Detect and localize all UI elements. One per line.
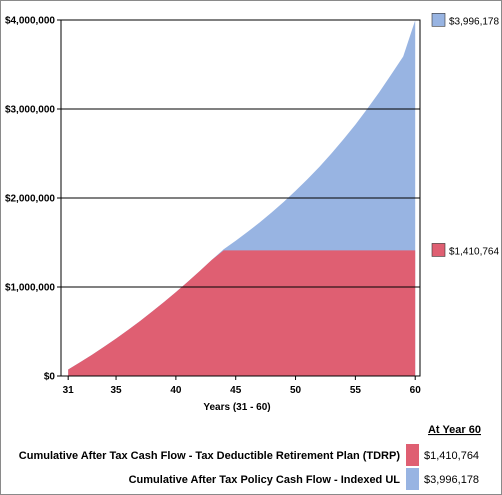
- y-tick-label: $2,000,000: [5, 194, 55, 205]
- legend-header: At Year 60: [428, 424, 481, 436]
- x-tick-label: 60: [410, 385, 422, 396]
- end-marker-swatch: [431, 13, 446, 27]
- end-marker-swatch: [431, 243, 446, 257]
- y-tick-label: $1,000,000: [5, 283, 55, 294]
- x-tick-label: 50: [290, 385, 302, 396]
- y-tick-label: $0: [44, 372, 56, 383]
- x-tick-label: 55: [350, 385, 362, 396]
- x-tick-label: 40: [170, 385, 182, 396]
- legend-value: $1,410,764: [424, 450, 479, 462]
- legend-value: $3,996,178: [424, 474, 479, 486]
- x-axis-title: Years (31 - 60): [203, 402, 270, 413]
- x-tick-label: 45: [230, 385, 242, 396]
- y-tick-label: $3,000,000: [5, 105, 55, 116]
- legend-label: Cumulative After Tax Cash Flow - Tax Ded…: [19, 450, 401, 462]
- end-marker-label: $1,410,764: [449, 246, 499, 257]
- y-tick-label: $4,000,000: [5, 16, 55, 27]
- legend-swatch: [406, 468, 419, 490]
- area-series-2: [68, 250, 416, 376]
- legend-label: Cumulative After Tax Policy Cash Flow - …: [129, 474, 401, 486]
- legend-swatch: [406, 444, 419, 466]
- end-marker-label: $3,996,178: [449, 16, 499, 27]
- legend: At Year 60 Cumulative After Tax Cash Flo…: [19, 424, 481, 490]
- x-tick-label: 31: [63, 385, 75, 396]
- x-tick-label: 35: [110, 385, 122, 396]
